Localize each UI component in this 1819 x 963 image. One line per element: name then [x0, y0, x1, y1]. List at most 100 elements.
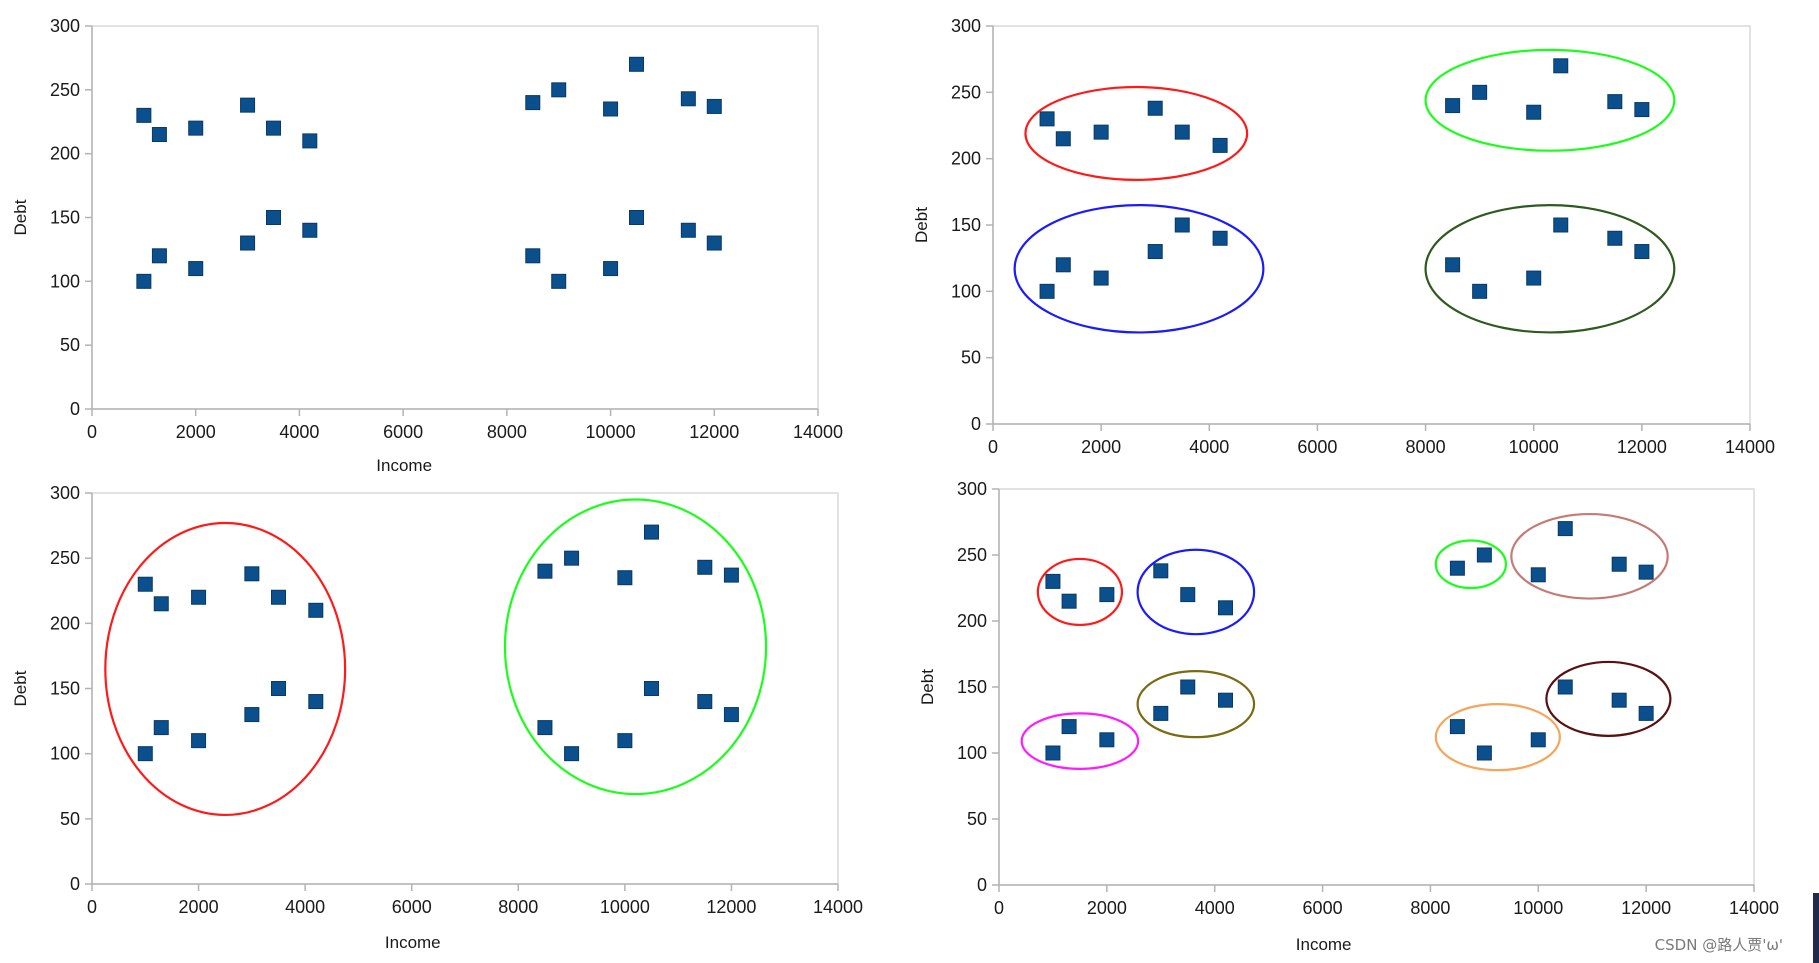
data-point	[1045, 573, 1061, 589]
cluster-ellipse	[1024, 85, 1249, 181]
data-point	[680, 91, 696, 107]
y-tick-label: 250	[50, 548, 80, 568]
data-point	[1218, 600, 1233, 616]
x-tick-label: 14000	[1725, 437, 1775, 457]
data-point	[1472, 283, 1488, 299]
scatter-chart-1: 0 50 100 150 200 250 300 0 2000 4000 6000 8000 10000…	[11, 16, 843, 475]
data-point	[1055, 131, 1071, 147]
y-axis-title: Debt	[11, 199, 30, 235]
cluster-ellipse	[1013, 204, 1265, 334]
x-axis-title: Income	[376, 456, 432, 475]
cluster-ellipse	[1424, 204, 1676, 334]
y-tick-label: 100	[957, 743, 987, 763]
data-point	[1445, 257, 1461, 273]
data-point	[697, 559, 713, 575]
data-point	[537, 720, 553, 736]
data-point	[1099, 732, 1115, 748]
data-point	[1061, 719, 1077, 735]
data-point	[1212, 137, 1228, 153]
y-tick-label: 50	[967, 809, 987, 829]
x-tick-label: 6000	[392, 897, 432, 917]
plot-frame	[91, 492, 839, 885]
data-point	[1212, 230, 1228, 246]
data-point	[1174, 124, 1190, 140]
y-tick-label: 250	[50, 80, 80, 100]
data-point	[1476, 745, 1492, 761]
y-tick-label: 300	[957, 479, 987, 499]
data-point	[1218, 692, 1233, 708]
y-tick-label: 150	[957, 677, 987, 697]
x-tick-label: 4000	[279, 422, 319, 442]
data-point	[1180, 679, 1196, 695]
watermark-text: CSDN @路人贾'ω'	[1654, 936, 1783, 954]
y-tick-label: 100	[50, 271, 80, 291]
plot-frame	[998, 488, 1755, 886]
data-point	[191, 589, 207, 605]
cluster-ellipse	[1545, 660, 1672, 737]
data-point	[308, 694, 324, 710]
y-tick-label: 150	[50, 679, 80, 699]
y-tick-label: 200	[951, 149, 981, 169]
cluster-ellipse	[1434, 539, 1508, 590]
data-point	[697, 694, 713, 710]
data-point	[680, 222, 696, 238]
cluster-ellipse	[1020, 712, 1140, 770]
y-tick-label: 300	[50, 16, 80, 36]
data-point	[1093, 270, 1109, 286]
data-point	[629, 210, 644, 225]
data-point	[1099, 587, 1115, 603]
x-tick-label: 10000	[1513, 898, 1563, 918]
scatter-chart-2: 0 50 100 150 200 250 300 0 2000 4000 6000 8000 10000…	[912, 16, 1775, 457]
x-tick-label: 6000	[1297, 437, 1337, 457]
x-tick-label: 8000	[1406, 437, 1446, 457]
data-point	[1553, 58, 1569, 74]
data-point	[244, 566, 260, 582]
data-point	[1611, 556, 1627, 572]
data-point	[1638, 564, 1654, 580]
x-tick-label: 12000	[1621, 898, 1671, 918]
data-point	[1607, 230, 1623, 246]
data-point	[1530, 732, 1546, 748]
x-tick-label: 6000	[383, 422, 423, 442]
y-tick-label: 0	[971, 414, 981, 434]
data-point	[151, 248, 167, 264]
data-point	[617, 570, 633, 586]
data-point	[240, 97, 256, 113]
data-point	[240, 235, 256, 251]
y-tick-label: 50	[60, 335, 80, 355]
data-point	[603, 101, 619, 117]
data-point	[617, 733, 633, 749]
data-point	[1147, 244, 1163, 260]
data-point	[1055, 257, 1071, 273]
y-tick-label: 100	[50, 744, 80, 764]
data-point	[136, 107, 152, 123]
y-tick-label: 150	[50, 208, 80, 228]
data-point	[308, 602, 324, 618]
data-point	[1472, 84, 1488, 100]
data-point	[271, 681, 286, 696]
cluster-ellipse	[104, 521, 347, 817]
data-point	[137, 746, 153, 762]
data-point	[188, 120, 204, 136]
data-point	[706, 235, 722, 251]
data-point	[537, 563, 553, 579]
plot-frame	[91, 25, 819, 410]
x-tick-label: 12000	[706, 897, 756, 917]
data-point	[603, 261, 619, 277]
data-point	[723, 707, 739, 723]
data-point	[644, 524, 659, 540]
edge-decoration	[1813, 893, 1819, 963]
x-tick-label: 4000	[285, 897, 325, 917]
data-point	[191, 733, 207, 749]
data-point	[1174, 217, 1190, 233]
data-point	[551, 82, 567, 98]
scatter-chart-4: 0 50 100 150 200 250 300 0 2000 4000 6000 8000 10000…	[918, 479, 1779, 954]
data-point	[302, 133, 318, 149]
x-tick-label: 10000	[586, 422, 636, 442]
y-tick-label: 50	[60, 809, 80, 829]
data-point	[1530, 567, 1546, 583]
data-point	[706, 98, 722, 114]
y-tick-label: 250	[957, 545, 987, 565]
data-point	[1093, 124, 1109, 140]
